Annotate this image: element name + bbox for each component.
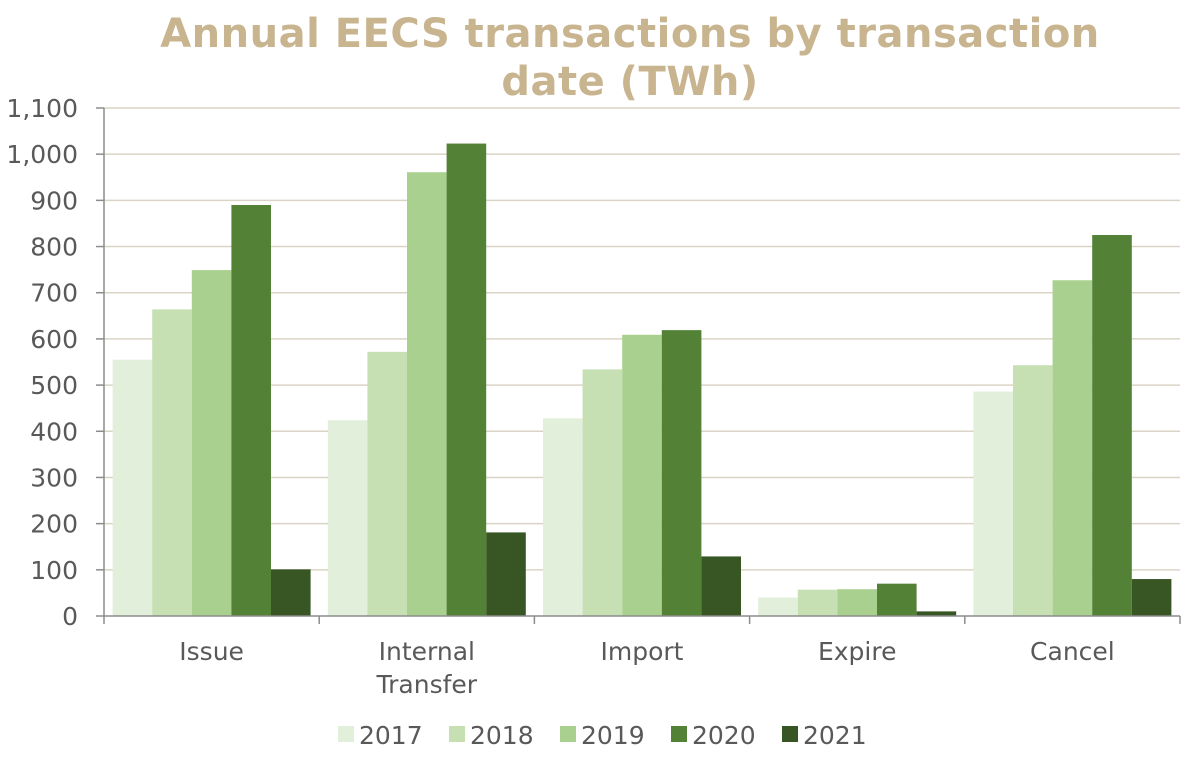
bar-2020: [876, 583, 917, 616]
x-axis-categories: Issue Internal Transfer Import Expire Cancel: [179, 637, 1114, 699]
bar-2018: [367, 351, 408, 616]
legend-swatch-2018: [449, 726, 465, 742]
y-axis-ticks: 0 100 200 300 400 500 600 700 800 900 1,000 1,100: [6, 94, 78, 631]
y-tick-label: 500: [30, 371, 78, 400]
x-category-label: Expire: [818, 637, 897, 666]
axes: [96, 107, 1181, 624]
legend-swatch-2020: [671, 726, 687, 742]
bar-2020: [1092, 235, 1132, 616]
y-tick-label: 1,000: [6, 140, 78, 169]
legend-label: 2021: [803, 721, 867, 750]
bar-2020: [231, 204, 271, 616]
bar-2017: [543, 418, 583, 616]
y-tick-label: 700: [30, 279, 78, 308]
chart-title: Annual EECS transactions by transaction …: [160, 11, 1100, 105]
bar-2018: [582, 369, 623, 616]
y-tick-label: 300: [30, 463, 78, 492]
legend-swatch-2019: [560, 726, 576, 742]
bars: [112, 143, 1172, 616]
bar-2017: [327, 420, 368, 616]
bar-2018: [1013, 365, 1053, 616]
bar-2021: [1131, 579, 1172, 616]
bar-2020: [661, 330, 702, 616]
legend-label: 2018: [470, 721, 534, 750]
legend-label: 2019: [581, 721, 645, 750]
legend-label: 2020: [692, 721, 756, 750]
bar-2019: [1052, 280, 1093, 616]
bar-2019: [622, 334, 662, 616]
legend-label: 2017: [359, 721, 423, 750]
x-category-label: Internal Transfer: [376, 637, 478, 699]
legend-swatch-2021: [782, 726, 798, 742]
y-tick-label: 400: [30, 417, 78, 446]
y-tick-label: 0: [62, 602, 78, 631]
bar-2020: [446, 143, 487, 616]
y-tick-label: 900: [30, 186, 78, 215]
bar-2021: [486, 532, 526, 616]
bar-2021: [701, 556, 741, 616]
bar-2017: [973, 391, 1014, 616]
bar-2019: [837, 589, 877, 616]
bar-2017: [112, 359, 153, 616]
x-category-label: Import: [601, 637, 684, 666]
bar-2021: [916, 611, 957, 616]
bar-2019: [191, 270, 232, 616]
bar-2021: [270, 569, 311, 616]
y-tick-label: 800: [30, 233, 78, 262]
y-tick-label: 1,100: [6, 94, 78, 123]
x-category-label: Cancel: [1030, 637, 1115, 666]
bar-2019: [407, 172, 447, 616]
legend-swatch-2017: [338, 726, 354, 742]
bar-2018: [152, 309, 192, 616]
x-category-label: Issue: [179, 637, 244, 666]
bar-2018: [797, 589, 838, 616]
y-tick-label: 600: [30, 325, 78, 354]
legend: 2017 2018 2019 2020 2021: [338, 721, 867, 750]
y-tick-label: 100: [30, 556, 78, 585]
y-tick-label: 200: [30, 510, 78, 539]
bar-2017: [758, 597, 798, 616]
